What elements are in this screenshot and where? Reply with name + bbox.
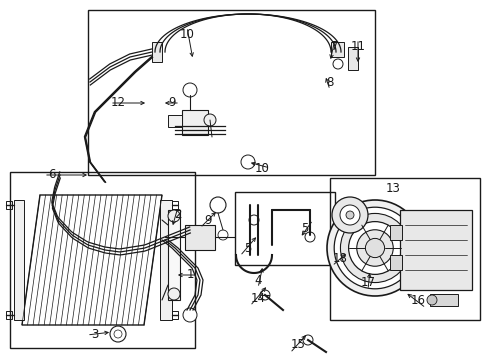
Circle shape bbox=[110, 326, 126, 342]
Bar bbox=[429, 294, 457, 306]
Circle shape bbox=[168, 210, 180, 222]
Text: 18: 18 bbox=[332, 252, 347, 265]
Circle shape bbox=[218, 230, 227, 240]
Circle shape bbox=[209, 197, 225, 213]
Bar bbox=[184, 225, 215, 250]
Text: 16: 16 bbox=[409, 293, 425, 306]
Bar bbox=[330, 42, 343, 57]
Circle shape bbox=[114, 330, 122, 338]
Text: 5: 5 bbox=[244, 242, 251, 255]
Text: 11: 11 bbox=[350, 40, 365, 54]
Bar bbox=[182, 110, 207, 135]
Circle shape bbox=[303, 335, 312, 345]
Bar bbox=[6, 311, 12, 319]
Bar bbox=[235, 192, 334, 265]
Circle shape bbox=[331, 197, 367, 233]
Circle shape bbox=[339, 205, 359, 225]
Circle shape bbox=[356, 230, 392, 266]
Bar bbox=[172, 311, 178, 319]
Circle shape bbox=[260, 290, 269, 300]
Text: 3: 3 bbox=[91, 328, 99, 342]
Text: 8: 8 bbox=[325, 76, 333, 89]
Circle shape bbox=[365, 238, 384, 258]
Circle shape bbox=[426, 295, 436, 305]
Text: 9: 9 bbox=[168, 96, 175, 109]
Bar bbox=[172, 201, 178, 209]
Bar bbox=[399, 210, 471, 290]
Text: 5: 5 bbox=[301, 221, 308, 234]
Text: 12: 12 bbox=[110, 96, 125, 109]
Circle shape bbox=[183, 308, 197, 322]
Text: 7: 7 bbox=[330, 40, 338, 54]
Circle shape bbox=[333, 207, 415, 289]
Circle shape bbox=[346, 211, 353, 219]
Circle shape bbox=[305, 232, 314, 242]
Circle shape bbox=[241, 155, 254, 169]
Bar bbox=[88, 10, 374, 175]
Circle shape bbox=[168, 288, 180, 300]
Bar bbox=[389, 255, 401, 270]
Bar bbox=[389, 225, 401, 240]
Bar bbox=[329, 178, 479, 320]
Bar bbox=[14, 200, 24, 320]
Circle shape bbox=[332, 59, 342, 69]
Bar bbox=[160, 200, 172, 320]
Bar bbox=[6, 201, 12, 209]
Text: 9: 9 bbox=[204, 213, 211, 226]
Text: 2: 2 bbox=[174, 208, 182, 221]
Text: 6: 6 bbox=[48, 168, 56, 181]
Bar bbox=[10, 172, 195, 348]
Bar bbox=[152, 42, 162, 62]
Circle shape bbox=[203, 114, 216, 126]
Bar bbox=[168, 115, 182, 127]
Text: 14: 14 bbox=[250, 292, 265, 305]
Text: 4: 4 bbox=[254, 274, 261, 287]
Text: 17: 17 bbox=[360, 275, 375, 288]
Circle shape bbox=[248, 215, 259, 225]
Text: 10: 10 bbox=[254, 162, 269, 175]
Circle shape bbox=[340, 213, 409, 283]
Text: 13: 13 bbox=[385, 181, 400, 194]
Text: 1: 1 bbox=[186, 269, 193, 282]
Circle shape bbox=[183, 83, 197, 97]
Text: 15: 15 bbox=[290, 338, 305, 351]
Bar bbox=[168, 210, 180, 300]
Circle shape bbox=[326, 200, 422, 296]
Circle shape bbox=[348, 222, 401, 274]
Text: 10: 10 bbox=[179, 28, 194, 41]
Bar bbox=[347, 47, 357, 70]
